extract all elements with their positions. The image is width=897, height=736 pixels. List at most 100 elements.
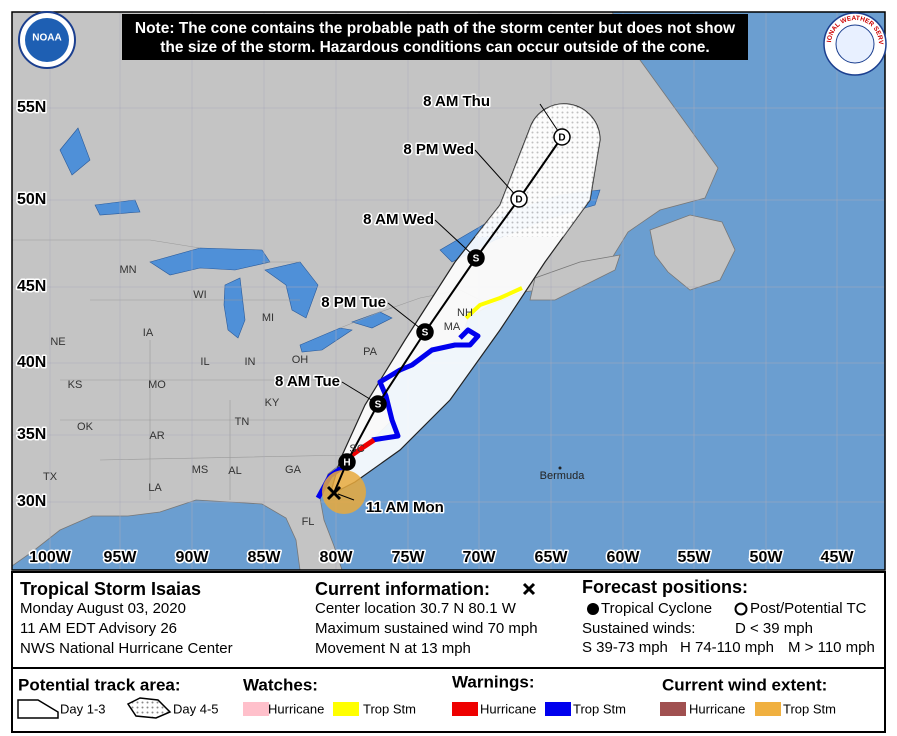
state-label: IL — [200, 356, 209, 368]
state-label: TX — [43, 471, 58, 483]
trop-storm-warning — [371, 327, 481, 443]
lon-label: 60W — [607, 549, 641, 566]
state-label: MS — [192, 464, 209, 476]
panel-frame — [11, 571, 886, 733]
legend-item: Hurricane — [689, 701, 745, 716]
state-label: AL — [228, 465, 241, 477]
forecast-post: Post/Potential TC — [750, 600, 867, 617]
legend-item: Day 4-5 — [173, 701, 219, 716]
day13-icon — [17, 699, 59, 719]
track-point-label: D — [558, 133, 565, 144]
post-symbol — [734, 602, 748, 616]
borders — [12, 239, 491, 500]
state-label: LA — [148, 482, 162, 494]
state-label: GA — [285, 464, 302, 476]
storm-name: Tropical Storm Isaias — [20, 579, 201, 599]
note-box — [122, 14, 748, 60]
legend-item: Trop Stm — [573, 701, 626, 716]
state-label: PA — [363, 346, 378, 358]
forecast-m: M > 110 mph — [788, 639, 875, 656]
map: 55N 50N 45N 40N 35N 30N 100W 95W 90W 85W 80W 75W 70W… — [12, 12, 885, 570]
tc-symbol — [587, 603, 599, 615]
state-label: NE — [50, 336, 65, 348]
track-point — [338, 453, 356, 471]
lon-label: 45W — [821, 549, 855, 566]
legend-item: Trop Stm — [783, 701, 836, 716]
lat-label: 30N — [17, 493, 46, 510]
lon-label: 90W — [176, 549, 210, 566]
storm-line: NWS National Hurricane Center — [20, 640, 233, 657]
track-point — [416, 323, 434, 341]
state-label: FL — [302, 516, 315, 528]
legend-item: Day 1-3 — [60, 701, 106, 716]
lat-label: 40N — [17, 354, 46, 371]
time-label: 8 AM Thu — [423, 93, 490, 110]
track-point-label: S — [375, 400, 382, 411]
forecast-title: Forecast positions: — [582, 577, 748, 597]
state-label: MA — [444, 321, 461, 333]
legend-item: Hurricane — [480, 701, 536, 716]
legend-swatch — [755, 702, 781, 716]
legend-title: Warnings: — [452, 672, 534, 691]
place-label: Bermuda — [540, 470, 586, 482]
map-labels: 55N 50N 45N 40N 35N 30N 100W 95W 90W 85W 80W 75W 70W… — [16, 91, 856, 567]
wind-extent — [322, 470, 366, 514]
note-line: the size of the storm. Hazardous conditi… — [160, 39, 709, 56]
legend-swatch — [660, 702, 686, 716]
nws-logo-inner — [835, 24, 875, 64]
storm-line: 11 AM EDT Advisory 26 — [20, 620, 177, 637]
trop-storm-watch — [464, 286, 523, 320]
legend-title: Potential track area: — [18, 675, 181, 694]
state-label: MO — [148, 379, 166, 391]
lon-label: 80W — [320, 549, 354, 566]
legend-swatch — [452, 702, 478, 716]
bermuda — [558, 466, 562, 470]
track-point-label: S — [473, 254, 480, 265]
current-symbol — [522, 582, 536, 596]
time-label: 8 AM Wed — [363, 211, 434, 228]
hurricane-warning — [350, 437, 376, 458]
state-label: WI — [193, 289, 206, 301]
track-point — [510, 190, 528, 208]
lon-label: 75W — [392, 549, 426, 566]
newfoundland — [649, 214, 736, 291]
legend-swatch — [333, 702, 359, 716]
state-label: OK — [77, 421, 94, 433]
current-line: Maximum sustained wind 70 mph — [315, 620, 538, 637]
forecast-h: H 74-110 mph — [680, 639, 774, 656]
track-point — [553, 128, 571, 146]
forecast-s: S 39-73 mph — [582, 639, 668, 656]
current-line: Movement N at 13 mph — [315, 640, 471, 657]
state-label: IN — [245, 356, 256, 368]
state-label: KS — [68, 379, 83, 391]
lat-label: 50N — [17, 191, 46, 208]
noaa-text: NOAA — [32, 33, 61, 44]
state-label: NH — [457, 307, 473, 319]
state-label: IA — [143, 327, 154, 339]
map-frame — [11, 11, 886, 571]
legend-item: Hurricane — [268, 701, 324, 716]
track-point-label: H — [343, 458, 350, 469]
noaa-logo-inner — [25, 18, 69, 62]
legend-title: Watches: — [243, 675, 318, 694]
current-title: Current information: — [315, 579, 490, 599]
lon-label: 100W — [29, 549, 72, 566]
track-point — [467, 249, 485, 267]
state-label: MN — [119, 264, 136, 276]
time-label: 8 PM Wed — [403, 141, 474, 158]
note-line: Note: The cone contains the probable pat… — [135, 20, 736, 37]
time-label: 8 PM Tue — [321, 294, 386, 311]
forecast-winds: Sustained winds: — [582, 620, 695, 637]
lon-label: 85W — [248, 549, 282, 566]
storm-line: Monday August 03, 2020 — [20, 600, 186, 617]
time-label: 8 AM Tue — [275, 373, 340, 390]
lon-label: 70W — [463, 549, 497, 566]
state-label: OH — [292, 354, 309, 366]
legend-title: Current wind extent: — [662, 675, 827, 694]
state-label: AR — [149, 430, 164, 442]
lat-label: 55N — [17, 99, 46, 116]
lon-label: 65W — [535, 549, 569, 566]
legend-item: Trop Stm — [363, 701, 416, 716]
